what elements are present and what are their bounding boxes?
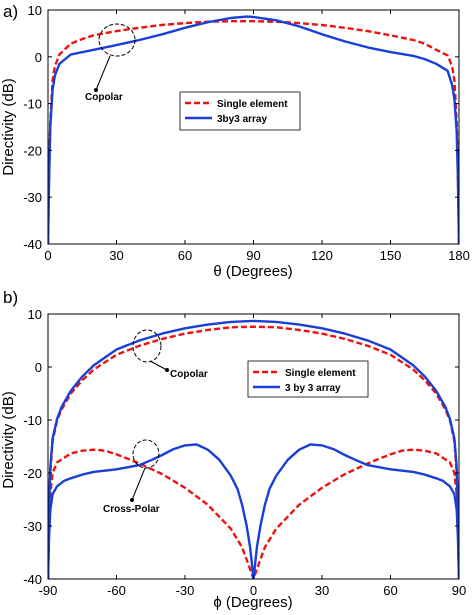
- x-axis-title: ϕ (Degrees): [213, 594, 292, 611]
- x-tick-label: 0: [44, 248, 51, 263]
- x-tick-label: 0: [250, 583, 257, 598]
- series-line-cross-polar-single-element: [48, 448, 459, 579]
- y-axis-title: Directivity (dB): [0, 391, 17, 489]
- x-tick-label: 150: [380, 248, 402, 263]
- y-tick-label: 0: [35, 50, 42, 65]
- x-tick-label: -30: [176, 583, 195, 598]
- series-line-single-element: [48, 20, 459, 244]
- annotation-circle: [98, 23, 136, 57]
- y-tick-label: 0: [35, 360, 42, 375]
- series-line-3by3-array: [48, 15, 459, 244]
- legend-box: [179, 91, 301, 131]
- x-tick-label: 180: [448, 248, 470, 263]
- annotation-label: Copolar: [85, 92, 123, 103]
- y-tick-label: -40: [23, 572, 42, 587]
- annotation-circle: [132, 329, 162, 363]
- annotation-arrow: [131, 467, 146, 501]
- annotation-arrow: [95, 55, 111, 91]
- x-tick-label: 90: [246, 248, 260, 263]
- y-tick-label: -20: [23, 143, 42, 158]
- panel-a: a) 0 30 60 90 120 150 180 10 0 -10 -20 -30 -40 θ (Degr…: [0, 2, 470, 280]
- x-tick-label: 120: [311, 248, 333, 263]
- x-tick-label: 90: [452, 583, 466, 598]
- x-tick-label: 60: [178, 248, 192, 263]
- panel-label: a): [3, 2, 18, 21]
- x-tick-label: 30: [109, 248, 123, 263]
- x-tick-label: 60: [383, 583, 397, 598]
- x-tick-label: -90: [39, 583, 58, 598]
- panel-b: b) -90 -60 -30 0 30 60 90 10 0 -10 -20 -30 -40 ϕ (Degr…: [0, 288, 466, 611]
- y-tick-label: -10: [23, 413, 42, 428]
- y-tick-label: -40: [23, 237, 42, 252]
- annotation-arrowhead: [130, 498, 134, 502]
- y-axis-title: Directivity (dB): [0, 78, 17, 176]
- y-tick-label: -30: [23, 519, 42, 534]
- annotation-circle: [132, 439, 160, 469]
- annotation-arrowhead: [94, 88, 98, 92]
- y-tick-label: 10: [28, 307, 42, 322]
- series-line-cross-polar-3-by-3-array: [48, 443, 459, 579]
- y-tick-label: -10: [23, 97, 42, 112]
- y-tick-label: -30: [23, 190, 42, 205]
- legend-label: 3by3 array: [217, 114, 267, 125]
- legend-box: [247, 360, 369, 398]
- annotation-label: Cross-Polar: [103, 504, 160, 515]
- panel-label: b): [3, 288, 18, 307]
- annotation-label: Copolar: [170, 369, 208, 380]
- annotation-arrow: [149, 360, 168, 371]
- legend-label: Single element: [217, 99, 288, 110]
- legend-label: Single element: [285, 368, 356, 379]
- x-tick-label: -60: [107, 583, 126, 598]
- series-line-copolar-3-by-3-array: [48, 319, 459, 579]
- y-tick-label: 10: [28, 3, 42, 18]
- x-axis-title: θ (Degrees): [213, 263, 292, 280]
- annotation-arrowhead: [165, 368, 169, 372]
- x-tick-label: 30: [315, 583, 329, 598]
- y-tick-label: -20: [23, 466, 42, 481]
- legend-label: 3 by 3 array: [285, 383, 341, 394]
